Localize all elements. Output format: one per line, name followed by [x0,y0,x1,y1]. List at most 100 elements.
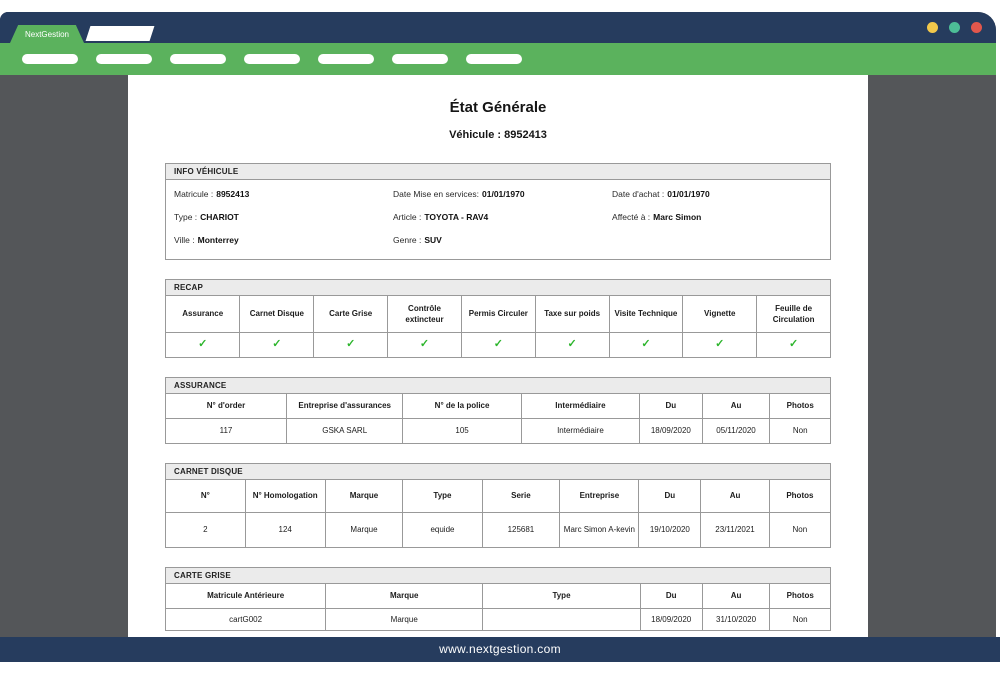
column-header: N° Homologation [244,479,326,513]
tab-blank[interactable] [85,26,155,41]
field-value: 01/01/1970 [482,189,525,199]
fullscreen-button[interactable] [949,22,960,33]
data-cell: 124 [244,512,326,548]
page-subtitle: Véhicule : 8952413 [449,129,547,141]
column-header: Photos [769,583,831,609]
data-cell: 125681 [481,512,561,548]
field-value: 01/01/1970 [667,189,710,199]
field-value: Marc Simon [653,212,702,222]
data-cell: 23/11/2021 [700,512,770,548]
field-label: Matricule : [174,189,214,199]
data-cell: 18/09/2020 [639,608,703,631]
column-header: Du [638,479,702,513]
field-label: Affecté à : [612,212,651,222]
column-header: Entreprise d'assurances [286,393,404,419]
column-header: N° [165,479,246,513]
bookmarks-bar [0,43,996,75]
section-title: RECAP [174,283,204,292]
data-cell: 2 [165,512,246,548]
field-label: Date d'achat : [612,189,665,199]
check-icon: ✓ [756,332,831,358]
section-carte-grise: CARTE GRISE Matricule Antérieure Marque … [164,567,831,631]
assurance-table: N° d'order Entreprise d'assurances N° de… [164,393,831,444]
bookmark-placeholder [22,54,78,64]
bookmark-placeholder [96,54,152,64]
carte-grise-table: Matricule Antérieure Marque Type Du Au P… [164,583,831,631]
data-cell: Marque [325,608,484,631]
data-cell: cartG002 [164,608,327,631]
column-header: Au [701,583,771,609]
table-row: 2 124 Marque equide 125681 Marc Simon A-… [165,512,832,548]
column-header: Photos [768,479,832,513]
column-header: N° de la police [402,393,522,419]
tab-nextgestion[interactable]: NextGestion [10,25,84,43]
table-header-row: Assurance Carnet Disque Carte Grise Cont… [164,295,831,333]
data-cell: Marc Simon A-kevin [559,512,640,548]
info-field: Article : TOYOTA - RAV4 [393,212,612,235]
carnet-disque-table: N° N° Homologation Marque Type Serie Ent… [165,479,832,548]
data-cell: 19/10/2020 [638,512,702,548]
field-label: Type : [174,212,198,222]
column-header: Carte Grise [313,295,389,333]
section-title: CARTE GRISE [174,571,231,580]
bookmark-placeholder [244,54,300,64]
column-header: Vignette [682,295,758,333]
minimize-button[interactable] [927,22,938,33]
data-cell: Intermédiaire [520,418,641,444]
table-header-row: N° d'order Entreprise d'assurances N° de… [164,393,831,419]
browser-window: NextGestion État Générale Véhicule : 895… [0,12,996,637]
section-title: ASSURANCE [174,381,227,390]
check-icon: ✓ [534,332,610,358]
recap-table: Assurance Carnet Disque Carte Grise Cont… [164,295,831,358]
data-cell: 105 [402,418,522,444]
check-icon: ✓ [313,332,389,358]
data-cell: Marque [324,512,404,548]
close-button[interactable] [971,22,982,33]
info-field: Affecté à : Marc Simon [612,212,822,235]
column-header: Assurance [164,295,241,333]
tab-label: NextGestion [24,29,70,39]
data-cell: 18/09/2020 [639,418,703,444]
section-title: INFO VÉHICULE [174,167,239,176]
bookmark-placeholder [170,54,226,64]
section-title: CARNET DISQUE [174,467,243,476]
field-label: Date Mise en services: [393,189,479,199]
data-cell: Non [768,512,832,548]
column-header: Marque [324,479,404,513]
footer-bar: www.nextgestion.com [0,637,1000,662]
column-header: Type [482,583,641,609]
field-label: Ville : [174,235,195,245]
field-value: CHARIOT [200,212,239,222]
field-label: Article : [393,212,422,222]
data-cell: 117 [164,418,288,444]
field-value: 8952413 [216,189,250,199]
section-header: RECAP [165,279,831,296]
field-value: Monterrey [197,235,239,245]
section-recap: RECAP Assurance Carnet Disque Carte Gris… [164,279,831,358]
data-cell: GSKA SARL [286,418,404,444]
column-header: Matricule Antérieure [164,583,327,609]
column-header: Photos [769,393,831,419]
check-icon: ✓ [164,332,241,358]
column-header: Marque [325,583,484,609]
browser-titlebar: NextGestion [0,12,996,43]
section-info-vehicule: INFO VÉHICULE Matricule :8952413 Date Mi… [165,163,831,260]
column-header: Intermédiaire [520,393,641,419]
column-header: Feuille de Circulation [756,295,831,333]
check-icon: ✓ [608,332,684,358]
info-field: Date d'achat :01/01/1970 [612,189,822,212]
data-cell: Non [769,418,831,444]
column-header: N° d'order [164,393,288,419]
column-header: Du [639,393,703,419]
column-header: Au [700,479,770,513]
data-cell: Non [769,608,831,631]
check-icon: ✓ [239,332,315,358]
data-cell [482,608,641,631]
column-header: Contrôle extincteur [387,295,462,333]
info-vehicule-body: Matricule :8952413 Date Mise en services… [165,179,831,260]
check-icon: ✓ [460,332,536,358]
check-icon: ✓ [387,332,462,358]
table-row: cartG002 Marque 18/09/2020 31/10/2020 No… [164,608,831,631]
field-value: TOYOTA - RAV4 [424,212,489,222]
bookmark-placeholder [392,54,448,64]
